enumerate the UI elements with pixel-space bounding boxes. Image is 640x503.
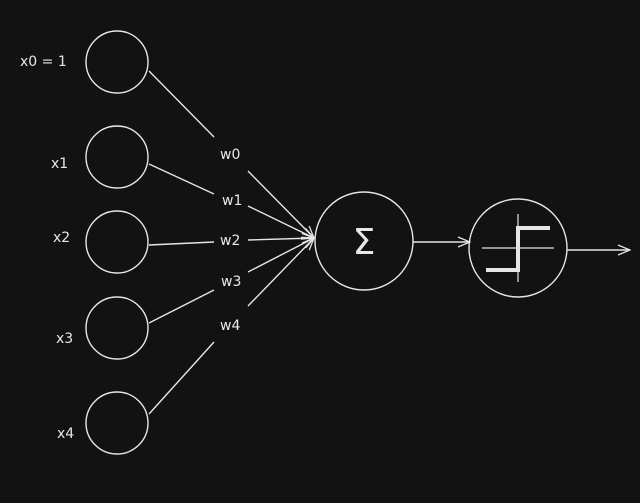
weight-label-4: w4 (220, 318, 240, 334)
weight-label-3: w3 (221, 274, 241, 290)
sigma-symbol: Σ (353, 222, 376, 263)
connection-1 (148, 163, 314, 238)
input-node-4: x4 (57, 391, 149, 455)
input-label-4: x4 (57, 426, 74, 442)
input-label-3: x3 (56, 331, 73, 347)
input-node-1: x1 (51, 125, 149, 189)
input-node-3: x3 (56, 296, 149, 360)
weight-label-1: w1 (222, 193, 242, 209)
step-function-icon (482, 214, 554, 282)
input-node-0: x0 = 1 (20, 30, 149, 94)
input-label-1: x1 (51, 156, 68, 172)
weight-label-0: w0 (220, 147, 240, 163)
activation-node (468, 198, 568, 298)
summation-node: Σ (314, 191, 414, 291)
connection-4 (148, 238, 314, 415)
weight-label-2: w2 (220, 233, 240, 249)
input-label-0: x0 = 1 (20, 54, 67, 70)
connection-0 (148, 70, 314, 238)
input-node-2: x2 (53, 210, 149, 274)
input-label-2: x2 (53, 230, 70, 246)
